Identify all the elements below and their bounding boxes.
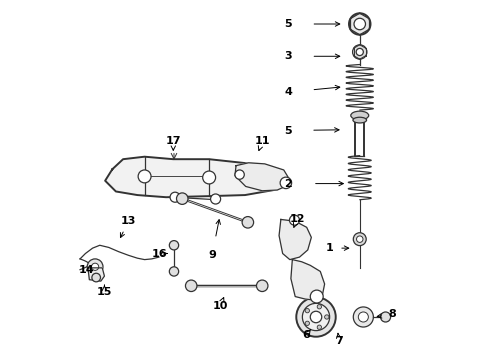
Polygon shape xyxy=(279,220,311,260)
Circle shape xyxy=(354,18,366,30)
Text: 14: 14 xyxy=(79,265,94,275)
Circle shape xyxy=(235,170,245,179)
Text: 17: 17 xyxy=(166,136,181,145)
Text: 16: 16 xyxy=(152,248,168,258)
Circle shape xyxy=(242,217,254,228)
Circle shape xyxy=(87,259,103,275)
Circle shape xyxy=(357,236,363,242)
Circle shape xyxy=(358,312,368,322)
Circle shape xyxy=(310,290,323,303)
Text: 5: 5 xyxy=(284,126,292,135)
Ellipse shape xyxy=(351,111,368,120)
Text: 11: 11 xyxy=(254,136,270,146)
Circle shape xyxy=(170,267,179,276)
Polygon shape xyxy=(105,157,288,197)
Circle shape xyxy=(211,194,220,204)
Text: 8: 8 xyxy=(388,310,396,319)
Text: 6: 6 xyxy=(303,330,311,340)
Circle shape xyxy=(176,193,188,204)
Circle shape xyxy=(349,13,370,35)
Circle shape xyxy=(290,215,299,225)
Circle shape xyxy=(356,48,364,55)
Text: 13: 13 xyxy=(121,216,136,226)
Circle shape xyxy=(310,311,322,323)
Text: 2: 2 xyxy=(284,179,292,189)
Circle shape xyxy=(353,307,373,327)
Circle shape xyxy=(138,170,151,183)
Circle shape xyxy=(186,280,197,292)
Text: 7: 7 xyxy=(335,336,343,346)
Ellipse shape xyxy=(353,117,367,123)
Text: 3: 3 xyxy=(284,51,292,61)
Text: 10: 10 xyxy=(212,301,227,311)
Circle shape xyxy=(305,321,310,325)
Circle shape xyxy=(280,177,292,189)
Circle shape xyxy=(92,273,100,282)
Text: 4: 4 xyxy=(284,87,292,97)
Circle shape xyxy=(353,233,366,246)
Circle shape xyxy=(256,280,268,292)
Circle shape xyxy=(170,192,180,202)
Circle shape xyxy=(302,303,330,330)
Polygon shape xyxy=(88,268,104,281)
Text: 9: 9 xyxy=(208,250,216,260)
Text: 1: 1 xyxy=(325,243,333,253)
Circle shape xyxy=(317,305,321,309)
Text: 12: 12 xyxy=(289,215,305,224)
Circle shape xyxy=(381,312,391,322)
Circle shape xyxy=(353,45,367,59)
Circle shape xyxy=(296,297,336,337)
Circle shape xyxy=(170,240,179,250)
Text: 15: 15 xyxy=(97,287,112,297)
Text: 5: 5 xyxy=(284,19,292,29)
Polygon shape xyxy=(291,260,324,300)
Circle shape xyxy=(305,309,310,313)
Circle shape xyxy=(317,325,321,329)
Circle shape xyxy=(203,171,216,184)
Circle shape xyxy=(324,315,329,319)
Circle shape xyxy=(92,263,98,270)
Polygon shape xyxy=(235,163,289,191)
